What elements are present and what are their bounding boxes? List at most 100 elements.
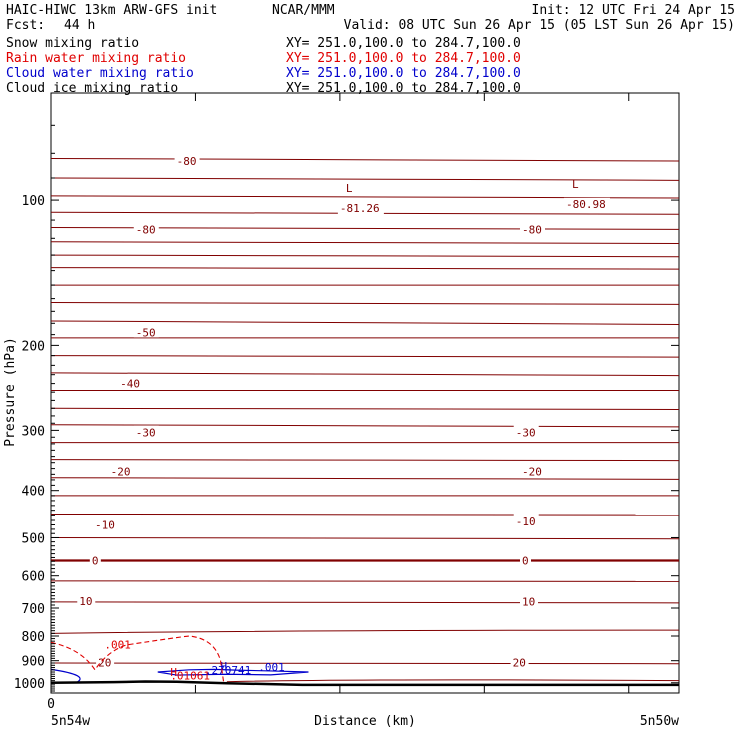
isotherm-line <box>50 513 680 516</box>
isotherm-label: -50 <box>136 326 156 339</box>
isotherm-label-bg <box>174 154 200 167</box>
y-tick-label: 100 <box>22 194 45 209</box>
isotherm-label: -20 <box>111 465 131 478</box>
isotherm-line <box>50 459 680 462</box>
legend-xy: XY= 251.0,100.0 to 284.7,100.0 <box>286 66 521 81</box>
legend-label: Cloud ice mixing ratio <box>6 81 178 96</box>
isotherm-line <box>50 580 680 582</box>
isotherm-line <box>50 662 680 665</box>
y-axis-title: Pressure (hPa) <box>3 337 18 447</box>
isotherm-label-bg <box>118 376 144 389</box>
isotherm-label-bg <box>513 513 539 526</box>
cloud-water-contour <box>50 668 81 684</box>
legend-label: Rain water mixing ratio <box>6 51 186 66</box>
isotherm-label-bg <box>510 655 529 668</box>
isotherm-line <box>50 477 680 480</box>
forecast-hours: 44 h <box>64 18 95 33</box>
legend-xy: XY= 251.0,100.0 to 284.7,100.0 <box>286 51 521 66</box>
isotherm-label: 10 <box>79 595 92 608</box>
isotherm-label: 0 <box>92 554 99 567</box>
forecast-label: Fcst: <box>6 18 45 33</box>
isotherm-line <box>50 424 680 428</box>
rain-water-label: .001 <box>104 639 131 652</box>
isotherm-line <box>50 157 680 162</box>
legend-xy: XY= 251.0,100.0 to 284.7,100.0 <box>286 81 521 96</box>
isotherm-label: -30 <box>516 426 536 439</box>
temperature-isotherms: -80 -80 -80 -50 -40 -30 -30 -20 -20 -10 -10 0 0 10 10 2… <box>50 154 680 683</box>
isotherm-label-bg <box>92 517 118 530</box>
legend-label: Snow mixing ratio <box>6 36 139 51</box>
isotherm-label-bg <box>133 222 159 235</box>
isotherm-line <box>50 195 680 199</box>
y-tick-label: 1000 <box>14 677 45 692</box>
model-title: HAIC-HIWC 13km ARW-GFS init <box>6 3 217 18</box>
cloud-water-contour <box>157 668 309 676</box>
isotherm-label-bg <box>96 655 115 668</box>
isotherm-line <box>226 679 680 683</box>
y-tick-label: 400 <box>22 485 45 500</box>
isotherm-line <box>50 629 680 634</box>
legend-xy: XY= 251.0,100.0 to 284.7,100.0 <box>286 36 521 51</box>
isotherm-label: -10 <box>516 515 536 528</box>
x-left-location: 5n54w <box>51 714 90 729</box>
y-tick-label: 800 <box>22 630 45 645</box>
plot-frame <box>50 92 680 694</box>
y-tick-label: 900 <box>22 655 45 670</box>
distance-axis <box>50 93 630 693</box>
terrain-surface <box>50 680 679 687</box>
isotherm-line <box>50 241 680 244</box>
x-axis-title: Distance (km) <box>314 714 416 729</box>
isotherm-line <box>50 320 680 325</box>
cloud-water-max-value: .270741 <box>205 664 251 677</box>
isotherm-label: 10 <box>522 595 535 608</box>
isotherm-line <box>50 254 680 258</box>
isotherm-line <box>50 372 680 377</box>
isotherm-label-bg <box>520 594 538 607</box>
low-value: -81.26 <box>340 202 380 215</box>
low-marker: L <box>572 178 579 191</box>
isotherm-label: -10 <box>95 518 115 531</box>
y-tick-label: 300 <box>22 424 45 439</box>
isotherm-label: -20 <box>522 465 542 478</box>
isotherm-label: 20 <box>513 656 526 669</box>
low-value-bg <box>563 197 610 210</box>
isotherm-label: -40 <box>120 378 140 391</box>
init-time: Init: 12 UTC Fri 24 Apr 15 <box>532 3 736 18</box>
y-tick-label: 500 <box>22 531 45 546</box>
isotherm-line <box>50 536 680 540</box>
isotherm-line <box>50 302 680 305</box>
cloud-water-max-mark: H <box>221 660 228 673</box>
isotherm-line <box>50 177 680 181</box>
x-right-location: 5n50w <box>640 714 679 729</box>
isotherm-line <box>50 355 680 358</box>
cloud-water-label: .001 <box>258 661 285 674</box>
isotherm-label-bg <box>520 553 531 566</box>
org-label: NCAR/MMM <box>272 3 335 18</box>
isotherm-label: 0 <box>522 554 529 567</box>
isotherm-label-bg <box>133 425 159 438</box>
isotherm-line <box>50 601 680 604</box>
isotherm-label-bg <box>89 553 101 566</box>
low-value-bg <box>337 202 384 215</box>
isotherm-label-bg <box>520 222 545 235</box>
valid-time: Valid: 08 UTC Sun 26 Apr 15 (05 LST Sun … <box>344 18 735 33</box>
isotherm-label-bg <box>520 464 545 477</box>
rain-water-max-mark: H <box>170 666 177 679</box>
low-marker: L <box>346 182 353 195</box>
isotherm-label-bg <box>133 325 159 338</box>
isotherm-label-bg <box>513 425 539 438</box>
isotherm-line <box>50 267 680 270</box>
isotherm-label: -80 <box>136 223 156 236</box>
isotherm-label: -30 <box>136 426 156 439</box>
y-tick-label: 700 <box>22 602 45 617</box>
legend-label: Cloud water mixing ratio <box>6 66 194 81</box>
low-value: -80.98 <box>566 198 606 211</box>
isotherm-label: -80 <box>522 223 542 236</box>
y-tick-label: 200 <box>22 339 45 354</box>
terrain-line <box>50 680 679 687</box>
isotherm-line <box>50 407 680 410</box>
